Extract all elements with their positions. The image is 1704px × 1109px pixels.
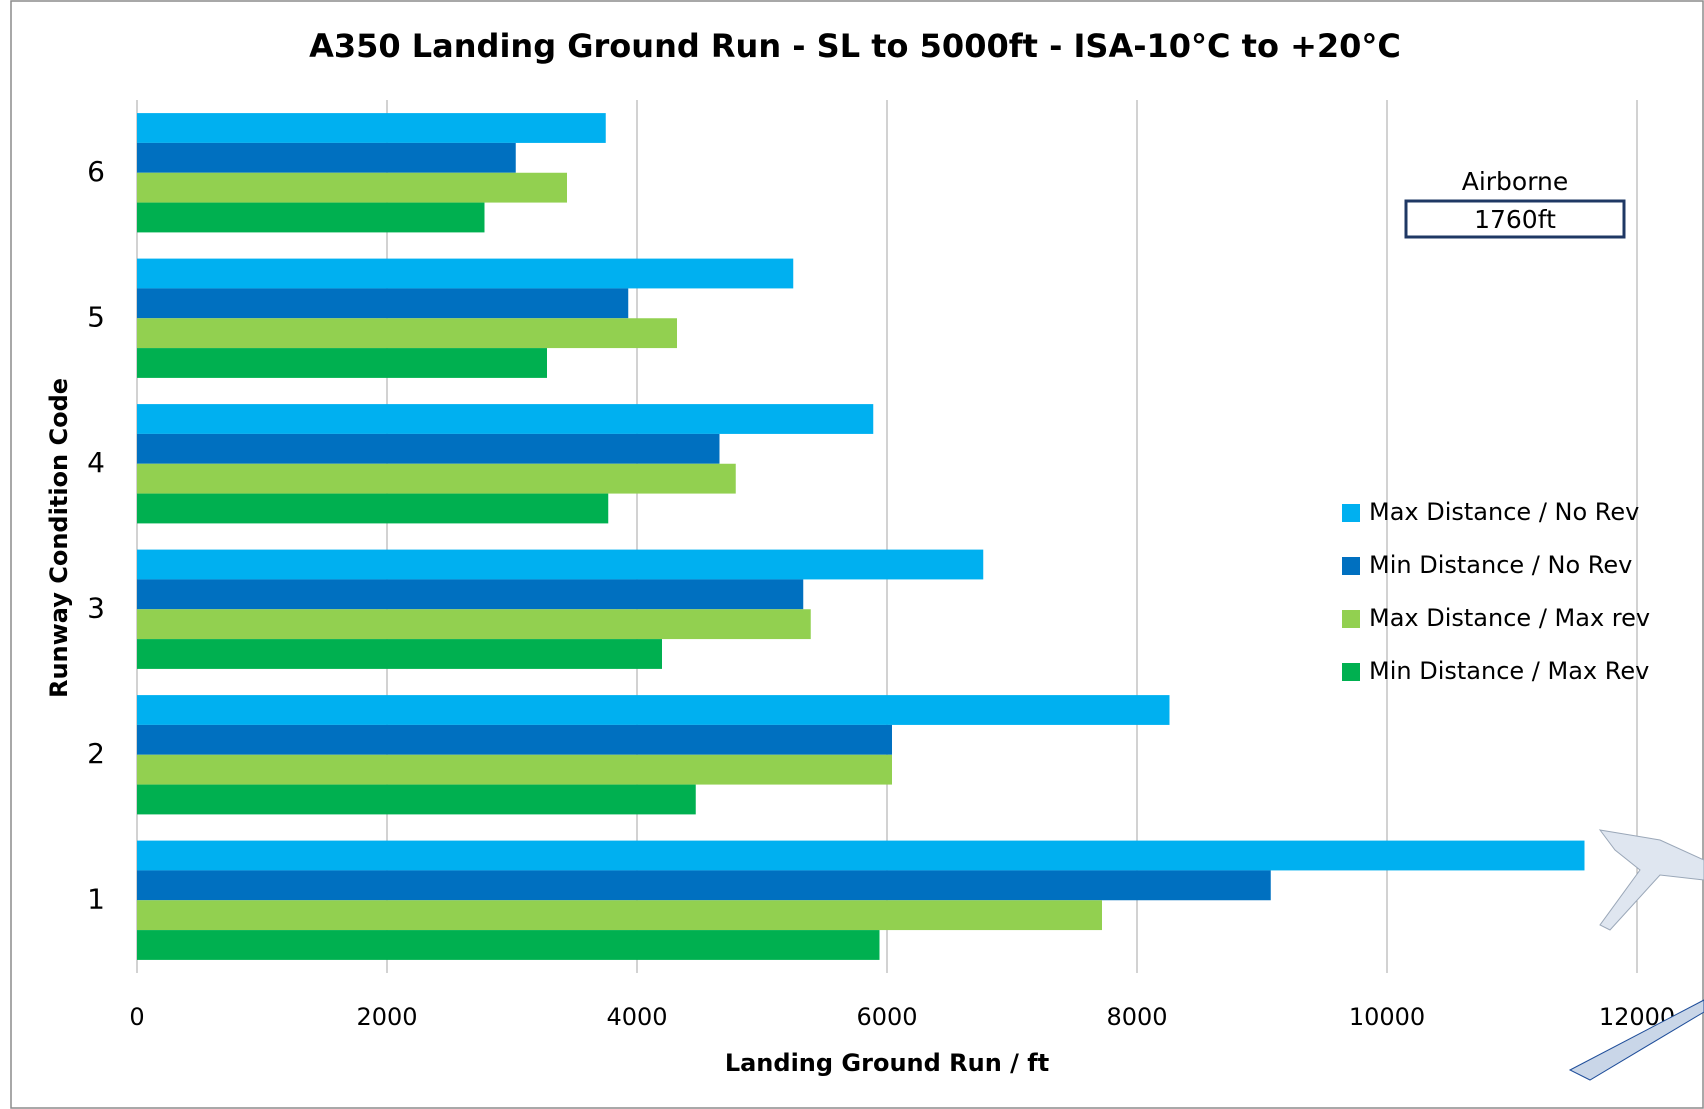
bar — [137, 639, 662, 669]
x-axis-label: Landing Ground Run / ft — [725, 1049, 1049, 1077]
legend-label: Min Distance / Max Rev — [1369, 657, 1649, 685]
bar — [137, 173, 567, 203]
bar — [137, 900, 1102, 930]
bar — [137, 434, 720, 464]
y-tick-label: 5 — [87, 300, 105, 333]
legend-swatch — [1342, 557, 1360, 575]
bar — [137, 404, 873, 434]
y-tick-label: 6 — [87, 155, 105, 188]
annotation-value: 1760ft — [1474, 205, 1556, 234]
chart-title: A350 Landing Ground Run - SL to 5000ft -… — [309, 27, 1401, 65]
bar — [137, 550, 983, 580]
bar — [137, 609, 811, 639]
bar — [137, 259, 793, 289]
bar — [137, 930, 880, 960]
chart: A350 Landing Ground Run - SL to 5000ft -… — [0, 0, 1704, 1109]
x-tick-label: 10000 — [1349, 1003, 1425, 1031]
bar — [137, 203, 485, 233]
bar — [137, 755, 892, 785]
y-tick-label: 2 — [87, 737, 105, 770]
bar — [137, 870, 1271, 900]
bar — [137, 695, 1170, 725]
x-tick-label: 8000 — [1106, 1003, 1167, 1031]
legend-label: Max Distance / No Rev — [1369, 498, 1639, 526]
bar — [137, 348, 547, 378]
y-tick-label: 3 — [87, 591, 105, 624]
bar — [137, 143, 516, 173]
bar — [137, 579, 803, 609]
y-tick-label: 1 — [87, 882, 105, 915]
legend-swatch — [1342, 663, 1360, 681]
legend-label: Max Distance / Max rev — [1369, 604, 1650, 632]
bar — [137, 725, 892, 755]
bar — [137, 288, 628, 318]
bar — [137, 785, 696, 815]
legend-swatch — [1342, 610, 1360, 628]
y-tick-label: 4 — [87, 446, 105, 479]
legend-label: Min Distance / No Rev — [1369, 551, 1632, 579]
annotation-title: Airborne — [1462, 167, 1569, 196]
bar — [137, 494, 608, 524]
bar — [137, 318, 677, 348]
x-tick-label: 0 — [129, 1003, 144, 1031]
x-tick-label: 4000 — [606, 1003, 667, 1031]
x-tick-label: 6000 — [856, 1003, 917, 1031]
bar — [137, 841, 1585, 871]
y-axis-label: Runway Condition Code — [45, 378, 73, 698]
bar — [137, 113, 606, 143]
legend-swatch — [1342, 504, 1360, 522]
x-tick-label: 2000 — [356, 1003, 417, 1031]
bar — [137, 464, 736, 494]
